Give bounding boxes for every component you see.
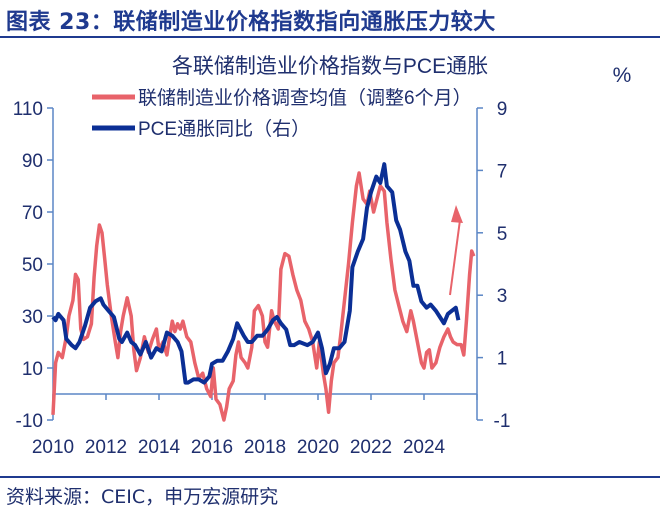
trend-arrow [449, 205, 463, 296]
left-tick-label: 110 [13, 99, 43, 120]
left-tick-label: 90 [22, 151, 43, 172]
chart-svg: 各联储制造业价格指数与PCE通胀 % 110 90 70 50 30 10 -10 9 7 5 3 1… [13, 55, 632, 458]
left-tick-label: 10 [22, 359, 43, 380]
x-tick-label: 2024 [403, 437, 446, 458]
x-tick-label: 2010 [32, 437, 74, 458]
chart-title: 各联储制造业价格指数与PCE通胀 [172, 55, 488, 78]
legend: 联储制造业价格调查均值（调整6个月） PCE通胀同比（右） [92, 87, 472, 140]
series-pce-inflation-line [51, 162, 461, 385]
source-note: 资料来源：CEIC，申万宏源研究 [6, 486, 279, 508]
x-tick-label: 2012 [85, 437, 127, 458]
right-tick-label: 3 [497, 286, 508, 307]
left-tick-label: 50 [22, 255, 43, 276]
series-fed-manufacturing-prices-line [51, 171, 476, 422]
title-underline [0, 36, 660, 38]
x-tick-label: 2020 [297, 437, 339, 458]
left-tick-label: 70 [22, 203, 43, 224]
figure-title: 图表 23：联储制造业价格指数指向通胀压力较大 [6, 10, 496, 35]
legend-label-red: 联储制造业价格调查均值（调整6个月） [138, 87, 472, 109]
x-tick-label: 2022 [350, 437, 392, 458]
right-axis-unit: % [613, 64, 632, 87]
x-tick-label: 2018 [244, 437, 286, 458]
footer-rule [0, 476, 660, 478]
x-tick-label: 2014 [138, 437, 181, 458]
right-tick-label: -1 [494, 411, 511, 432]
right-tick-label: 7 [497, 161, 508, 182]
right-tick-label: 9 [497, 99, 508, 120]
legend-label-blue: PCE通胀同比（右） [138, 118, 310, 140]
right-tick-label: 5 [497, 224, 508, 245]
left-tick-label: 30 [22, 307, 43, 328]
right-tick-label: 1 [497, 349, 508, 370]
x-tick-label: 2016 [191, 437, 233, 458]
left-tick-label: -10 [16, 411, 43, 432]
